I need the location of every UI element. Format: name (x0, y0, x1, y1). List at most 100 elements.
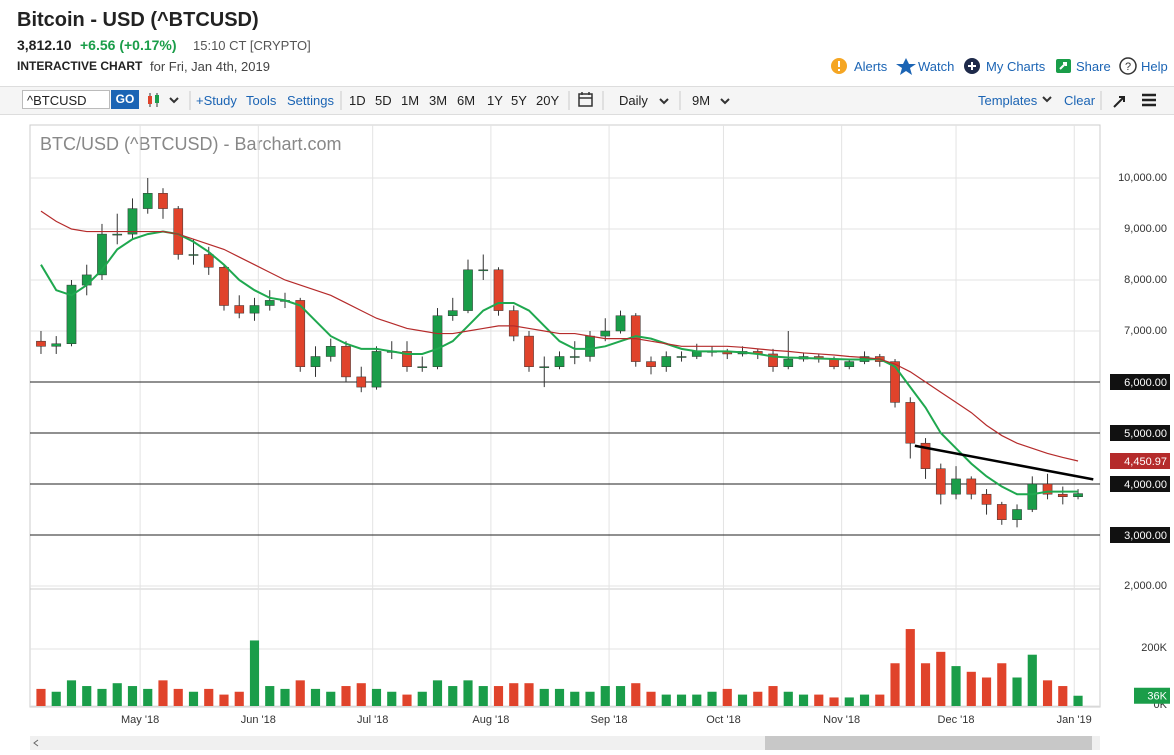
tools-button[interactable]: Tools (246, 93, 277, 108)
volume-bar (661, 694, 671, 706)
calendar-button[interactable] (578, 91, 594, 107)
range-button[interactable]: 5Y (511, 93, 527, 108)
alerts-link[interactable]: Alerts (854, 59, 888, 74)
candle-body (463, 269, 473, 311)
volume-bar (204, 688, 214, 706)
candle-body (36, 340, 46, 347)
candle-body (325, 346, 336, 357)
range-button[interactable]: 5D (375, 93, 392, 108)
range-button[interactable]: 1Y (487, 93, 503, 108)
volume-bar (1073, 695, 1083, 706)
go-button[interactable]: GO (111, 90, 139, 109)
candle-body (844, 361, 855, 367)
y-tick-label: 9,000.00 (1124, 223, 1167, 235)
my-charts-link[interactable]: My Charts (986, 59, 1046, 74)
volume-bar (112, 683, 122, 706)
candle-body (295, 300, 306, 367)
candle-body (402, 351, 412, 367)
help-link[interactable]: Help (1141, 59, 1168, 74)
study-button[interactable]: +Study (196, 93, 237, 108)
candle-body (264, 300, 275, 306)
chart-type-button[interactable] (146, 92, 182, 108)
y-tick-label: 2,000.00 (1124, 580, 1167, 592)
volume-bar (371, 688, 382, 706)
clear-button[interactable]: Clear (1064, 93, 1096, 108)
candle-body (1027, 483, 1038, 510)
x-tick-label: Dec '18 (938, 714, 975, 726)
candle-body (371, 351, 382, 388)
volume-bar (280, 688, 290, 706)
watch-link[interactable]: Watch (918, 59, 955, 74)
settings-button[interactable]: Settings (287, 93, 334, 108)
plot-frame (29, 124, 1101, 708)
page-title: Bitcoin - USD (^BTCUSD) (17, 9, 259, 31)
volume-bar (234, 691, 244, 706)
candle-body (493, 269, 504, 311)
volume-bar (646, 691, 656, 706)
candle-body (432, 315, 443, 367)
interval-select[interactable]: Daily (619, 93, 648, 108)
range-button[interactable]: 3M (429, 93, 448, 108)
symbol-input[interactable]: ^BTCUSD (22, 90, 110, 109)
y-tick-label: 7,000.00 (1124, 325, 1167, 337)
candle-body (585, 335, 595, 357)
volume-bar (463, 680, 473, 706)
candle-body (905, 402, 916, 444)
range-button[interactable]: 1D (349, 93, 366, 108)
chart-date: for Fri, Jan 4th, 2019 (150, 59, 270, 74)
candle-body (768, 353, 778, 367)
candle-body (569, 356, 580, 358)
volume-bar (417, 691, 427, 706)
volume-bar (798, 694, 809, 706)
candle-body (112, 233, 123, 236)
share-link[interactable]: Share (1076, 59, 1111, 74)
range-button[interactable]: 20Y (536, 93, 560, 108)
candle-body (66, 284, 77, 345)
volume-bar (188, 691, 199, 706)
volume-bar (448, 686, 458, 706)
volume-bar (493, 686, 504, 706)
candle-body (966, 478, 977, 495)
volume-bar (341, 686, 351, 706)
scroll-thumb[interactable] (765, 736, 1092, 750)
candle-body (173, 208, 184, 255)
volume-bar (1042, 680, 1053, 706)
templates-button[interactable]: Templates (978, 93, 1038, 108)
ma-value-label-bg (1110, 453, 1170, 470)
period-select[interactable]: 9M (692, 93, 711, 108)
volume-bar (829, 697, 839, 706)
svg-text:?: ? (1125, 61, 1131, 73)
scroll-left[interactable] (33, 739, 39, 747)
candle-body (158, 193, 168, 209)
candle-body (920, 442, 931, 469)
y-tick-label: 10,000.00 (1118, 172, 1167, 184)
x-tick-label: Jun '18 (241, 714, 276, 726)
candle-body (890, 361, 900, 403)
volume-bar (173, 688, 183, 706)
volume-bar (981, 677, 992, 706)
x-tick-label: May '18 (121, 714, 159, 726)
quote-time: 15:10 CT [CRYPTO] (193, 38, 311, 53)
volume-bar (219, 694, 229, 706)
toolbar-icons (189, 91, 1156, 110)
volume-bar (814, 694, 824, 706)
range-button[interactable]: 1M (401, 93, 420, 108)
candle-body (981, 493, 992, 505)
volume-bar (936, 651, 946, 706)
candle-body (996, 504, 1007, 520)
volume-bar (997, 663, 1007, 706)
volume-bar (539, 688, 549, 706)
volume-bar (707, 691, 717, 706)
volume-bar (966, 671, 976, 706)
volume-bar (570, 691, 580, 706)
volume-bar (951, 666, 961, 706)
level-label: 4,000.00 (1124, 479, 1167, 491)
last-price: 3,812.10 (17, 37, 72, 53)
volume-bar (753, 691, 763, 706)
x-tick-label: Jan '19 (1057, 714, 1092, 726)
volume-bar (585, 691, 595, 706)
volume-bar (97, 688, 107, 706)
volume-bar (875, 694, 885, 706)
range-button[interactable]: 6M (457, 93, 476, 108)
